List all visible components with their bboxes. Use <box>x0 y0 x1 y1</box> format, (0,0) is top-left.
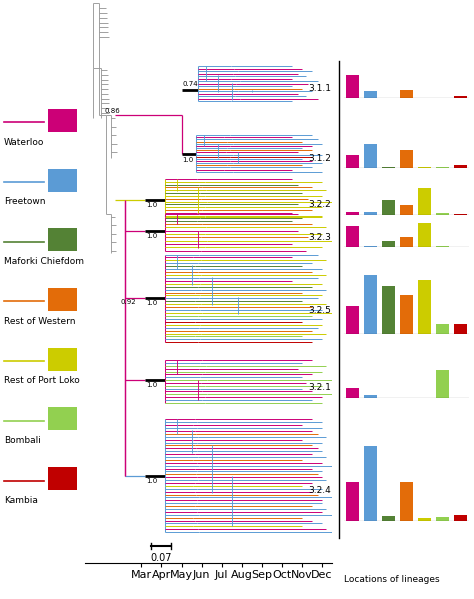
Bar <box>346 213 359 214</box>
Bar <box>418 280 431 334</box>
Bar <box>382 167 395 168</box>
Text: 3.1.2: 3.1.2 <box>308 154 331 163</box>
Text: 3.1.1: 3.1.1 <box>308 84 331 93</box>
Bar <box>47 407 77 431</box>
Text: 0.86: 0.86 <box>104 108 120 114</box>
Bar <box>436 517 448 521</box>
Bar <box>346 482 359 521</box>
Bar <box>436 370 448 398</box>
Text: 0.92: 0.92 <box>120 299 136 305</box>
Bar <box>400 482 413 521</box>
Bar <box>346 75 359 98</box>
Bar <box>47 467 77 490</box>
Text: Bombali: Bombali <box>4 436 41 445</box>
Bar <box>365 446 377 521</box>
Bar <box>382 286 395 334</box>
Text: Rest of Western: Rest of Western <box>4 317 75 326</box>
Bar <box>454 324 466 334</box>
Text: 3.2.3: 3.2.3 <box>308 232 331 241</box>
Text: 1.0: 1.0 <box>146 300 158 306</box>
Bar <box>47 109 77 132</box>
Bar <box>400 205 413 214</box>
Bar <box>365 92 377 98</box>
Bar <box>365 144 377 168</box>
Bar <box>382 516 395 521</box>
Text: 0.07: 0.07 <box>151 553 172 563</box>
Text: 1.0: 1.0 <box>182 157 194 163</box>
Bar <box>346 305 359 334</box>
Bar <box>47 168 77 192</box>
Bar <box>47 228 77 251</box>
Bar <box>400 90 413 98</box>
Bar <box>418 167 431 168</box>
Bar <box>47 288 77 311</box>
Bar <box>436 213 448 214</box>
Bar <box>365 246 377 247</box>
Bar <box>365 212 377 214</box>
Bar <box>382 241 395 247</box>
Text: 3.2.4: 3.2.4 <box>309 486 331 495</box>
Bar <box>365 395 377 398</box>
Text: Rest of Port Loko: Rest of Port Loko <box>4 376 80 385</box>
Bar <box>436 167 448 168</box>
Text: 1.0: 1.0 <box>146 202 158 208</box>
Bar <box>346 226 359 247</box>
Bar <box>365 275 377 334</box>
Text: 3.2.5: 3.2.5 <box>308 305 331 314</box>
Bar <box>400 150 413 168</box>
Bar <box>454 165 466 168</box>
Bar <box>436 324 448 334</box>
Bar <box>382 200 395 214</box>
Text: Maforki Chiefdom: Maforki Chiefdom <box>4 257 84 266</box>
Text: 1.0: 1.0 <box>146 382 158 388</box>
Text: 0.74: 0.74 <box>182 81 198 87</box>
Bar <box>418 188 431 214</box>
Text: 3.2.1: 3.2.1 <box>308 383 331 392</box>
Text: Freetown: Freetown <box>4 197 45 206</box>
Bar <box>346 388 359 398</box>
Bar <box>346 155 359 168</box>
Text: Waterloo: Waterloo <box>4 138 44 147</box>
Text: 1.0: 1.0 <box>146 477 158 483</box>
Bar <box>454 95 466 98</box>
Bar <box>418 518 431 521</box>
Text: Locations of lineages: Locations of lineages <box>344 575 439 584</box>
Bar <box>454 515 466 521</box>
Text: 3.2.2: 3.2.2 <box>309 199 331 208</box>
Bar <box>400 237 413 247</box>
Bar <box>400 295 413 334</box>
Text: 1.0: 1.0 <box>146 232 158 238</box>
Bar <box>418 222 431 247</box>
Text: Kambia: Kambia <box>4 496 37 505</box>
Bar <box>436 246 448 247</box>
Bar <box>47 348 77 371</box>
